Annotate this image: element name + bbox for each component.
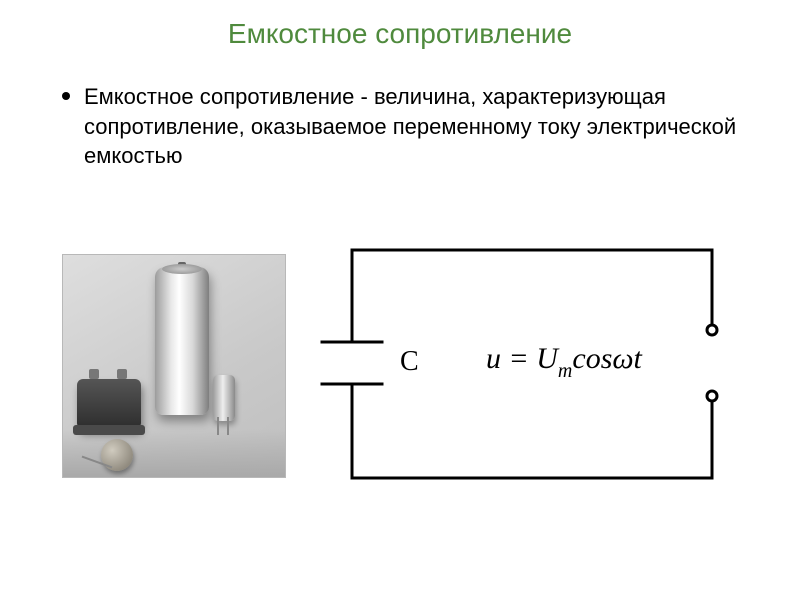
photo-block-capacitor	[77, 379, 141, 429]
figure-area: C u = Umcosωt	[62, 220, 742, 540]
bullet-item: Емкостное сопротивление - величина, хара…	[62, 82, 742, 171]
photo-disc-capacitor	[101, 439, 133, 471]
bullet-marker	[62, 92, 70, 100]
bullet-text: Емкостное сопротивление - величина, хара…	[84, 82, 742, 171]
bullet-block: Емкостное сопротивление - величина, хара…	[62, 82, 742, 171]
slide-title: Емкостное сопротивление	[0, 18, 800, 50]
photo-small-cylindrical-capacitor	[213, 375, 235, 421]
photo-large-cylindrical-capacitor	[155, 267, 209, 415]
slide: Емкостное сопротивление Емкостное сопрот…	[0, 0, 800, 600]
capacitors-photo	[62, 254, 286, 478]
circuit-diagram: C u = Umcosωt	[304, 220, 742, 510]
capacitor-label: C	[400, 346, 419, 378]
photo-ground-shadow	[63, 429, 285, 477]
voltage-formula: u = Umcosωt	[486, 342, 642, 381]
